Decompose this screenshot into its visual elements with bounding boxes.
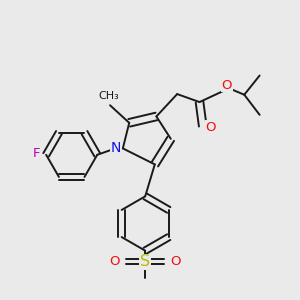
Text: N: N — [111, 141, 121, 155]
Text: O: O — [170, 255, 181, 268]
Text: S: S — [140, 254, 150, 269]
Text: O: O — [110, 255, 120, 268]
Text: O: O — [221, 79, 232, 92]
Text: CH₃: CH₃ — [98, 91, 119, 101]
Text: O: O — [206, 121, 216, 134]
Text: F: F — [33, 147, 40, 160]
